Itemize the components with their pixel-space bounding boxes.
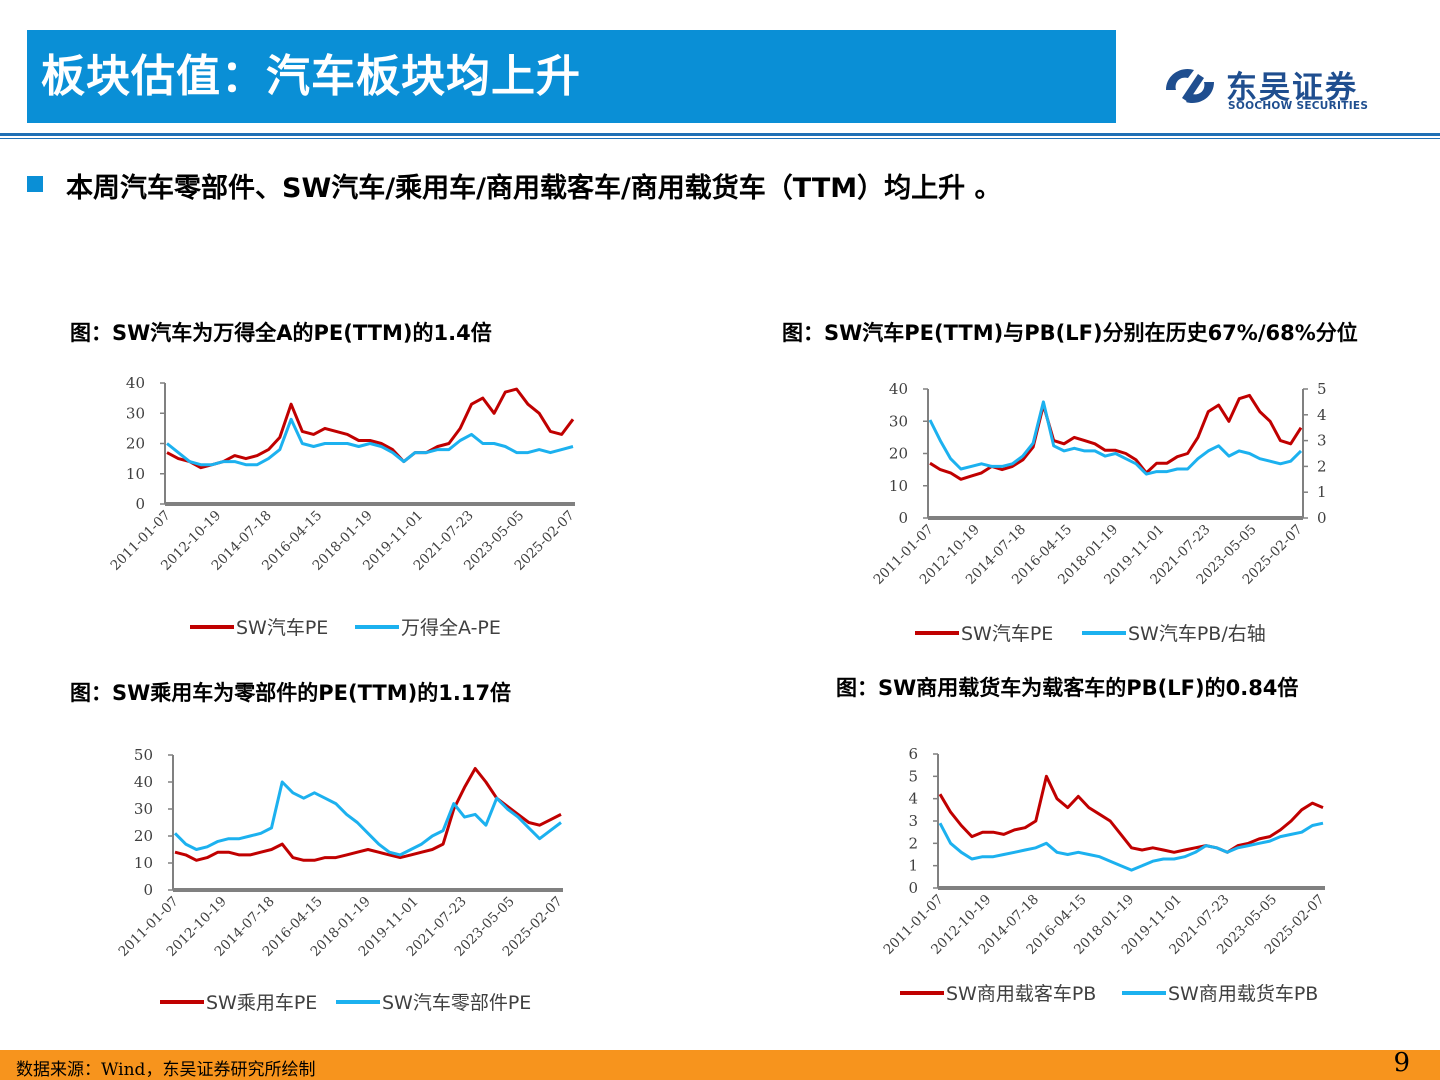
chart4-series-line-1 (938, 774, 1324, 854)
chart3-title: 图：SW乘用车为零部件的PE(TTM)的1.17倍 (70, 681, 512, 705)
chart1-y-tick-label: 10 (126, 465, 145, 483)
chart2-series-line-2 (928, 400, 1303, 476)
chart4-legend-label-2: SW商用载货车PB (1168, 983, 1318, 1005)
chart2-legend-label-1: SW汽车PE (961, 623, 1053, 645)
page-title: 板块估值：汽车板块均上升 (41, 51, 581, 102)
title-bar: 板块估值：汽车板块均上升 (27, 30, 1116, 123)
chart1-legend-label-1: SW汽车PE (236, 617, 328, 639)
chart1-series-line-1 (166, 387, 575, 470)
chart4-y-tick-label: 6 (908, 745, 918, 763)
chart2-y-right-tick-label: 3 (1317, 432, 1327, 450)
chart2-series-line-1 (929, 393, 1303, 481)
chart3-y-tick-label: 50 (134, 746, 153, 764)
chart3-series-line-1 (174, 767, 562, 862)
chart1-y-tick-label: 30 (126, 404, 145, 422)
soochow-logo-icon (1166, 68, 1214, 104)
charts-canvas: 0102030402011-01-072012-10-192014-07-182… (107, 374, 1327, 1014)
chart2-y-right-tick-label: 5 (1317, 380, 1327, 398)
chart3-y-tick-label: 30 (134, 800, 153, 818)
header-rule (0, 133, 1440, 136)
chart2-title: 图：SW汽车PE(TTM)与PB(LF)分别在历史67%/68%分位 (782, 321, 1358, 345)
chart2-y-tick-label: 20 (889, 445, 908, 463)
chart3-y-tick-label: 40 (134, 773, 153, 791)
chart3-y-tick-label: 10 (134, 854, 153, 872)
chart4-y-tick-label: 3 (908, 812, 918, 830)
chart4-y-tick-label: 5 (908, 767, 918, 785)
bullet-text: 本周汽车零部件、SW汽车/乘用车/商用载客车/商用载货车（TTM）均上升 。 (66, 173, 1002, 204)
chart4-title: 图：SW商用载货车为载客车的PB(LF)的0.84倍 (836, 676, 1299, 700)
chart3-legend-label-2: SW汽车零部件PE (382, 992, 531, 1014)
chart4-y-tick-label: 1 (908, 857, 918, 875)
logo-cn-text: 东吴证券 (1226, 70, 1358, 106)
chart2-y-tick-label: 0 (898, 509, 908, 527)
chart2-y-tick-label: 30 (889, 412, 908, 430)
company-logo: 东吴证券 SOOCHOW SECURITIES (1160, 60, 1380, 120)
chart2-y-right-tick-label: 2 (1317, 457, 1327, 475)
header-rule-thin (0, 138, 1440, 139)
chart2-y-tick-label: 10 (889, 477, 908, 495)
chart1-y-tick-label: 20 (126, 435, 145, 453)
chart3-legend-label-1: SW乘用车PE (206, 992, 317, 1014)
chart2-y-tick-label: 40 (889, 380, 908, 398)
chart3-y-tick-label: 20 (134, 827, 153, 845)
chart1-title: 图：SW汽车为万得全A的PE(TTM)的1.4倍 (70, 321, 492, 345)
chart3-series-line-2 (173, 780, 562, 857)
bullet-square-icon (27, 176, 43, 192)
logo-en-text: SOOCHOW SECURITIES (1228, 100, 1369, 112)
chart2-y-right-tick-label: 0 (1317, 509, 1327, 527)
data-source: 数据来源：Wind，东吴证券研究所绘制 (16, 1060, 316, 1080)
chart1-y-tick-label: 40 (126, 374, 145, 392)
chart1-legend-label-2: 万得全A-PE (401, 617, 501, 639)
footer-bar: 数据来源：Wind，东吴证券研究所绘制 9 (0, 1048, 1440, 1080)
chart4-y-tick-label: 2 (908, 834, 918, 852)
chart4-y-tick-label: 4 (908, 790, 918, 808)
chart2-y-right-tick-label: 4 (1317, 406, 1327, 424)
chart4-legend-label-1: SW商用载客车PB (946, 983, 1096, 1005)
page-number: 9 (1393, 1048, 1410, 1078)
chart3-y-tick-label: 0 (143, 881, 153, 899)
chart2-y-right-tick-label: 1 (1317, 483, 1327, 501)
chart4-series-line-2 (938, 821, 1324, 872)
chart2-legend-label-2: SW汽车PB/右轴 (1128, 623, 1266, 645)
chart1-y-tick-label: 0 (135, 495, 145, 513)
chart1-series-line-2 (166, 417, 574, 467)
chart4-y-tick-label: 0 (908, 879, 918, 897)
